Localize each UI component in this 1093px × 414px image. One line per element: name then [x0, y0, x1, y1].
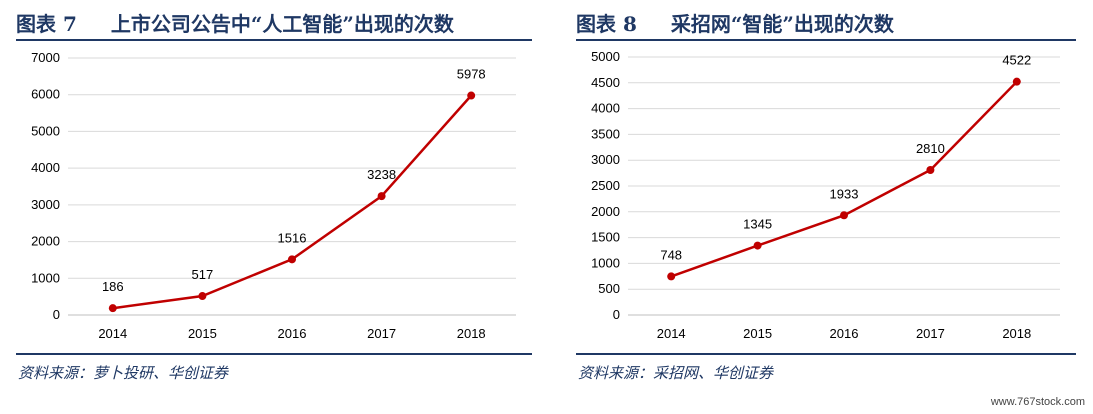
y-tick-label: 5000: [31, 123, 60, 138]
y-tick-label: 1500: [591, 230, 620, 245]
data-label: 1516: [278, 230, 307, 245]
y-tick-label: 2000: [591, 204, 620, 219]
y-tick-label: 1000: [31, 270, 60, 285]
x-tick-label: 2015: [743, 326, 772, 341]
x-tick-label: 2017: [916, 326, 945, 341]
figure-label: 图表 7: [16, 12, 77, 36]
data-point: [467, 91, 476, 100]
data-point: [198, 292, 207, 301]
x-tick-label: 2016: [830, 326, 859, 341]
data-point: [108, 304, 117, 313]
source-rule: [576, 353, 1076, 355]
y-tick-label: 3000: [31, 197, 60, 212]
data-label: 1345: [743, 217, 772, 232]
x-tick-label: 2018: [1002, 326, 1031, 341]
data-label: 2810: [916, 141, 945, 156]
line-chart: 0 500 1000 1500 2000 2500 3000 3500 4000 4500 5000…: [591, 49, 1060, 341]
data-point: [840, 211, 848, 220]
source-note: 资料来源：采招网、华创证券: [578, 364, 774, 382]
data-label: 186: [102, 279, 124, 294]
figure-title-text: 采招网“智能”出现的次数: [670, 12, 894, 36]
data-label: 517: [192, 267, 214, 282]
data-point: [926, 166, 935, 175]
data-label: 5978: [457, 67, 486, 82]
x-tick-label: 2016: [278, 326, 307, 341]
figure-panel-right: 图表 8 采招网“智能”出现的次数 0 500 1000 1500 2000 2500 300…: [560, 0, 1093, 414]
figure-title-text: 上市公司公告中“人工智能”出现的次数: [110, 12, 454, 36]
line-chart: 0 1000 2000 3000 4000 5000 6000 7000 2014 2015 201…: [31, 50, 516, 341]
data-point: [1012, 77, 1021, 86]
y-tick-label: 500: [598, 281, 620, 296]
source-rule: [16, 353, 532, 355]
y-tick-label: 3000: [591, 152, 620, 167]
y-tick-label: 6000: [31, 87, 60, 102]
series-line: [670, 80, 1018, 278]
figure-panel-left: 图表 7 上市公司公告中“人工智能”出现的次数 0 1000 2000 3000 4000…: [0, 0, 540, 414]
y-tick-label: 2000: [31, 234, 60, 249]
x-tick-label: 2015: [188, 326, 217, 341]
x-tick-label: 2014: [657, 326, 686, 341]
series-line: [112, 94, 473, 310]
data-label: 3238: [367, 167, 396, 182]
data-point: [753, 241, 762, 250]
y-tick-label: 0: [53, 307, 60, 322]
data-label: 1933: [830, 186, 859, 201]
x-tick-label: 2014: [98, 326, 127, 341]
x-tick-label: 2018: [457, 326, 486, 341]
data-label: 748: [660, 247, 682, 262]
y-tick-label: 4000: [591, 101, 620, 116]
y-tick-label: 3500: [591, 126, 620, 141]
data-label: 4522: [1002, 53, 1031, 68]
figure-title: 图表 7 上市公司公告中“人工智能”出现的次数: [16, 8, 454, 37]
data-point: [288, 255, 296, 264]
title-rule: [16, 39, 532, 41]
figure-label: 图表 8: [576, 12, 637, 36]
y-tick-label: 4500: [591, 75, 620, 90]
y-tick-label: 4000: [31, 160, 60, 175]
y-tick-label: 7000: [31, 50, 60, 65]
data-point: [667, 272, 676, 281]
title-rule: [576, 39, 1076, 41]
source-note: 资料来源：萝卜投研、华创证券: [18, 364, 229, 382]
x-tick-label: 2017: [367, 326, 396, 341]
y-tick-label: 1000: [591, 255, 620, 270]
figure-title: 图表 8 采招网“智能”出现的次数: [576, 8, 894, 37]
y-tick-label: 0: [613, 307, 620, 322]
data-point: [377, 192, 386, 201]
watermark: www.767stock.com: [990, 396, 1085, 408]
y-tick-label: 2500: [591, 178, 620, 193]
y-tick-label: 5000: [591, 49, 620, 64]
